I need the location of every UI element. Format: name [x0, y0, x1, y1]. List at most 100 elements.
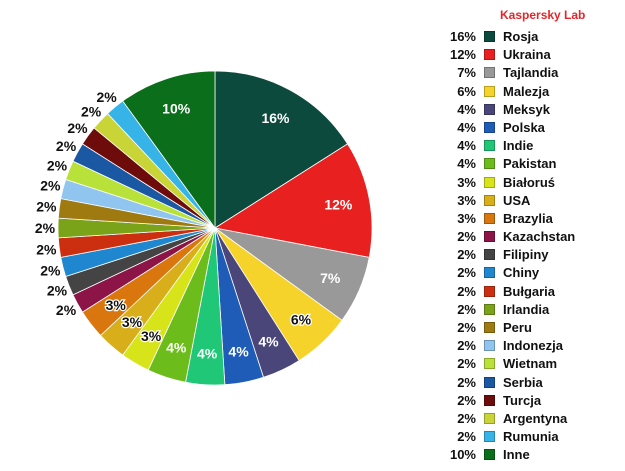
- legend-value: 2%: [457, 247, 476, 263]
- legend-value: 2%: [457, 356, 476, 372]
- legend-item-filipiny: 2% Filipiny: [440, 246, 620, 264]
- legend-value: 3%: [457, 174, 476, 190]
- brand-label: Kaspersky Lab: [500, 8, 586, 22]
- slice-label-brazylia: 3%: [106, 297, 127, 313]
- legend-swatch: [484, 67, 495, 79]
- slice-label-usa: 3%: [122, 314, 143, 330]
- slice-label-kazachstan: 2%: [56, 302, 77, 318]
- legend-label: Kazachstan: [503, 229, 576, 245]
- legend-label: USA: [503, 192, 531, 208]
- slice-label-argentyna: 2%: [81, 104, 102, 120]
- legend-label: Brazylia: [503, 210, 553, 226]
- legend-label: Chiny: [503, 265, 540, 281]
- legend-swatch: [484, 158, 495, 170]
- legend-item-rumunia: 2% Rumunia: [440, 428, 620, 446]
- legend-item-irlandia: 2% Irlandia: [440, 301, 620, 319]
- legend-label: Pakistan: [503, 156, 557, 172]
- legend-item-argentyna: 2% Argentyna: [440, 410, 620, 428]
- slice-label-rosja: 16%: [261, 110, 290, 126]
- legend-item-indie: 4% Indie: [440, 137, 620, 155]
- legend-swatch: [484, 249, 495, 261]
- legend-value: 3%: [457, 210, 476, 226]
- slice-label-tajlandia: 7%: [320, 270, 341, 286]
- legend-swatch: [484, 322, 495, 333]
- legend-value: 2%: [457, 265, 476, 281]
- legend-label: Meksyk: [503, 101, 550, 117]
- legend-value: 12%: [449, 47, 476, 63]
- legend-label: Rosja: [503, 29, 539, 44]
- slice-label-serbia: 2%: [56, 138, 77, 154]
- legend-value: 10%: [449, 447, 476, 463]
- legend-swatch: [484, 376, 495, 388]
- legend-swatch: [484, 121, 495, 133]
- legend-value: 2%: [457, 320, 476, 335]
- legend-value: 4%: [457, 156, 476, 172]
- legend-label: Bułgaria: [503, 283, 556, 299]
- legend-value: 4%: [457, 119, 476, 135]
- legend-item-chiny: 2% Chiny: [440, 264, 620, 282]
- legend-value: 2%: [457, 301, 476, 317]
- legend-item-kazachstan: 2% Kazachstan: [440, 228, 620, 246]
- legend-swatch: [484, 212, 495, 224]
- legend-item-peru: 2% Peru: [440, 319, 620, 337]
- pie-slice-inne: [122, 70, 216, 230]
- legend-swatch: [484, 31, 495, 42]
- legend-swatch: [484, 340, 495, 352]
- slice-label-malezja: 6%: [291, 312, 312, 328]
- legend-value: 2%: [457, 338, 476, 354]
- legend-label: Indonezja: [503, 338, 563, 354]
- legend-value: 2%: [457, 392, 476, 408]
- legend-item-inne: 10% Inne: [440, 446, 620, 464]
- legend-item-turcja: 2% Turcja: [440, 392, 620, 410]
- legend-label: Indie: [503, 138, 534, 154]
- legend-swatch: [484, 267, 495, 279]
- legend-value: 4%: [457, 101, 476, 117]
- legend-label: Ukraina: [503, 47, 551, 63]
- legend-swatch: [484, 412, 495, 424]
- legend-value: 2%: [457, 429, 476, 445]
- slice-label-inne: 10%: [162, 101, 191, 117]
- slice-label-białoruś: 3%: [141, 328, 162, 344]
- pie-slice-ukraina: [213, 143, 373, 258]
- slice-label-indie: 4%: [197, 345, 218, 361]
- legend-value: 2%: [457, 374, 476, 390]
- slice-label-wietnam: 2%: [47, 157, 68, 173]
- legend-swatch: [484, 303, 495, 315]
- legend-value: 3%: [457, 192, 476, 208]
- legend-item-pakistan: 4% Pakistan: [440, 155, 620, 173]
- legend-item-serbia: 2% Serbia: [440, 374, 620, 392]
- slice-label-turcja: 2%: [67, 120, 88, 136]
- legend-value: 6%: [457, 83, 476, 99]
- legend-swatch: [484, 358, 495, 370]
- legend-label: Inne: [503, 447, 530, 463]
- legend-value: 2%: [457, 283, 476, 299]
- slice-label-peru: 2%: [36, 199, 57, 215]
- legend-swatch: [484, 140, 495, 152]
- legend-swatch: [484, 231, 495, 243]
- legend-label: Irlandia: [503, 301, 550, 317]
- legend-label: Polska: [503, 119, 545, 135]
- slice-label-pakistan: 4%: [166, 339, 187, 355]
- legend-swatch: [484, 394, 495, 406]
- legend-item-malezja: 6% Malezja: [440, 83, 620, 101]
- legend-item-białoruś: 3% Białoruś: [440, 174, 620, 192]
- legend-value: 16%: [449, 29, 476, 44]
- chart-legend: 16% Rosja 12% Ukraina 7% Tajlandia 6% Malezja 4%…: [440, 28, 620, 465]
- legend-label: Serbia: [503, 374, 543, 390]
- legend-item-tajlandia: 7% Tajlandia: [440, 64, 620, 82]
- legend-item-indonezja: 2% Indonezja: [440, 337, 620, 355]
- legend-swatch: [484, 285, 495, 297]
- slice-label-irlandia: 2%: [35, 220, 56, 236]
- pie-slice-rosja: [214, 70, 349, 229]
- legend-item-usa: 3% USA: [440, 192, 620, 210]
- legend-label: Białoruś: [503, 174, 556, 190]
- legend-swatch: [484, 103, 495, 115]
- legend-swatch: [484, 194, 495, 206]
- slice-label-bułgaria: 2%: [36, 241, 57, 257]
- slice-label-polska: 4%: [228, 343, 249, 359]
- legend-value: 2%: [457, 410, 476, 426]
- legend-item-polska: 4% Polska: [440, 119, 620, 137]
- slice-label-ukraina: 12%: [324, 196, 353, 212]
- legend-item-wietnam: 2% Wietnam: [440, 355, 620, 373]
